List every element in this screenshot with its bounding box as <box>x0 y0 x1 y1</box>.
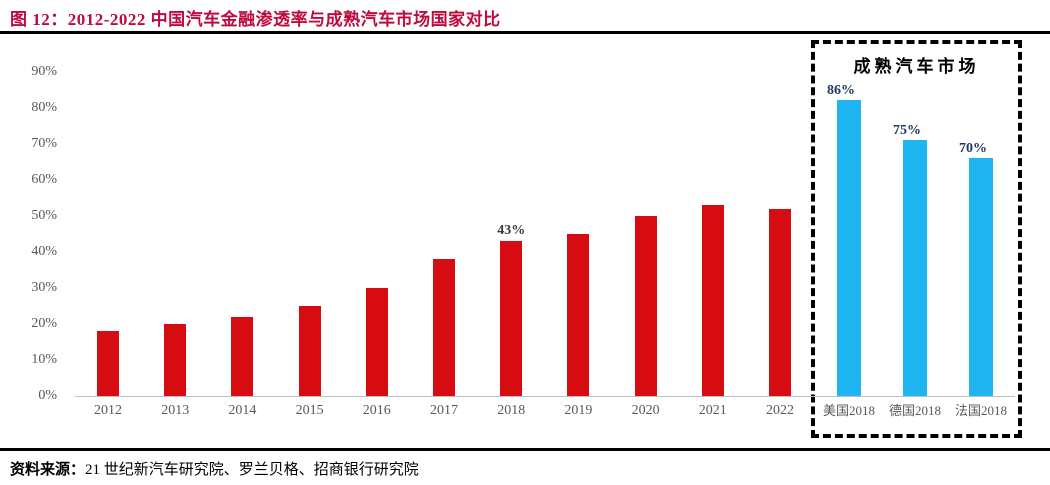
mature-market-dashed-box <box>811 40 1022 438</box>
x-label-2012: 2012 <box>94 403 122 418</box>
bar-法国2018 <box>969 158 993 396</box>
value-label-2018: 43% <box>497 223 526 238</box>
title-divider <box>0 31 1050 34</box>
x-axis-line <box>75 396 1015 397</box>
y-tick-label-60%: 60% <box>31 172 57 187</box>
source-text: 21 世纪新汽车研究院、罗兰贝格、招商银行研究院 <box>85 462 419 478</box>
bar-2019 <box>567 234 590 396</box>
y-tick-label-10%: 10% <box>31 352 57 367</box>
bar-2012 <box>97 331 119 396</box>
bar-2013 <box>164 324 187 396</box>
x-label-2017: 2017 <box>430 403 458 418</box>
y-tick-label-90%: 90% <box>31 64 57 79</box>
x-label-2020: 2020 <box>631 403 660 418</box>
y-tick-label-80%: 80% <box>31 100 57 115</box>
bar-2020 <box>634 216 657 396</box>
x-label-2013: 2013 <box>161 403 190 418</box>
bar-2022 <box>769 209 791 396</box>
bar-2015 <box>298 306 321 396</box>
value-label-美国2018: 86% <box>827 83 855 98</box>
source-line: 资料来源：21 世纪新汽车研究院、罗兰贝格、招商银行研究院 <box>10 458 1040 479</box>
mature-market-title: 成熟汽车市场 <box>853 57 980 76</box>
bar-2014 <box>231 317 254 396</box>
bar-德国2018 <box>903 140 927 396</box>
bar-美国2018 <box>837 100 861 396</box>
source-prefix: 资料来源： <box>10 462 86 478</box>
y-tick-label-20%: 20% <box>31 316 57 331</box>
x-label-2014: 2014 <box>228 403 257 418</box>
x-label-2018: 2018 <box>497 403 526 418</box>
bar-2017 <box>433 259 455 396</box>
y-tick-label-0%: 0% <box>38 388 57 403</box>
bar-2021 <box>701 205 724 396</box>
x-label-美国2018: 美国2018 <box>822 403 875 418</box>
value-label-德国2018: 75% <box>893 123 921 138</box>
y-tick-label-30%: 30% <box>31 280 57 295</box>
x-label-2015: 2015 <box>295 403 324 418</box>
x-label-德国2018: 德国2018 <box>888 403 941 418</box>
x-label-法国2018: 法国2018 <box>954 403 1007 418</box>
x-label-2022: 2022 <box>766 403 794 418</box>
value-label-法国2018: 70% <box>959 141 987 156</box>
x-label-2019: 2019 <box>564 403 593 418</box>
y-tick-label-70%: 70% <box>31 136 57 151</box>
y-tick-label-50%: 50% <box>31 208 57 223</box>
x-label-2016: 2016 <box>362 403 391 418</box>
figure-title: 图 12：2012-2022 中国汽车金融渗透率与成熟汽车市场国家对比 <box>10 10 501 29</box>
bar-2018 <box>500 241 523 396</box>
x-label-2021: 2021 <box>698 403 727 418</box>
source-divider <box>0 448 1050 451</box>
y-tick-label-40%: 40% <box>31 244 57 259</box>
bar-2016 <box>365 288 388 396</box>
